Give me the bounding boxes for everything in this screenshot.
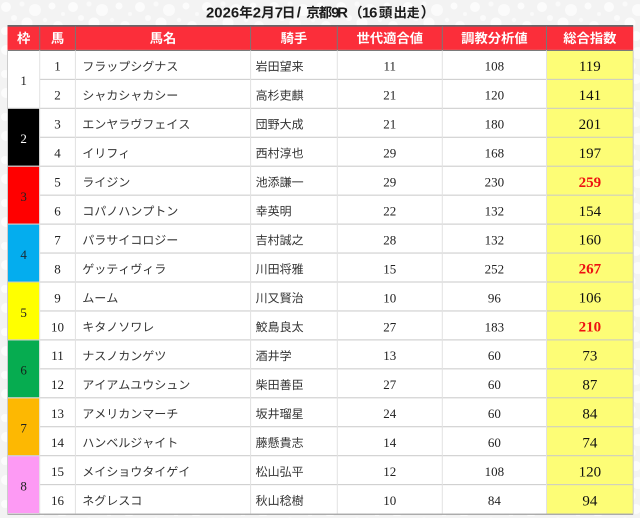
svg-text:6: 6 bbox=[54, 203, 61, 218]
svg-text:6: 6 bbox=[369, 5, 377, 21]
svg-text:14: 14 bbox=[383, 435, 397, 450]
svg-text:0: 0 bbox=[214, 5, 222, 21]
svg-text:180: 180 bbox=[485, 117, 505, 132]
svg-text:201: 201 bbox=[579, 117, 602, 133]
svg-text:60: 60 bbox=[488, 406, 501, 421]
svg-text:120: 120 bbox=[579, 464, 602, 480]
svg-text:6: 6 bbox=[231, 5, 239, 21]
svg-text:/: / bbox=[297, 4, 302, 21]
svg-text:267: 267 bbox=[579, 262, 602, 278]
svg-text:8: 8 bbox=[54, 261, 61, 276]
svg-text:168: 168 bbox=[485, 146, 505, 161]
svg-text:1: 1 bbox=[362, 5, 370, 21]
svg-text:132: 132 bbox=[485, 232, 505, 247]
svg-text:13: 13 bbox=[51, 406, 64, 421]
svg-text:29: 29 bbox=[383, 175, 396, 190]
svg-text:8: 8 bbox=[20, 479, 27, 494]
svg-text:4: 4 bbox=[20, 247, 27, 262]
svg-text:132: 132 bbox=[485, 203, 505, 218]
svg-text:12: 12 bbox=[51, 377, 64, 392]
svg-text:16: 16 bbox=[51, 493, 65, 508]
svg-text:108: 108 bbox=[485, 464, 505, 479]
svg-text:94: 94 bbox=[582, 493, 598, 509]
svg-text:230: 230 bbox=[485, 175, 505, 190]
svg-text:7: 7 bbox=[20, 421, 27, 436]
svg-text:73: 73 bbox=[582, 349, 597, 365]
svg-text:24: 24 bbox=[383, 406, 397, 421]
svg-text:2: 2 bbox=[253, 5, 261, 21]
svg-text:210: 210 bbox=[579, 320, 602, 336]
svg-text:160: 160 bbox=[579, 233, 602, 249]
svg-text:12: 12 bbox=[383, 464, 396, 479]
svg-text:7: 7 bbox=[54, 232, 61, 247]
svg-text:27: 27 bbox=[383, 377, 397, 392]
svg-text:84: 84 bbox=[582, 406, 598, 422]
svg-text:10: 10 bbox=[51, 319, 64, 334]
svg-text:141: 141 bbox=[579, 88, 602, 104]
svg-text:96: 96 bbox=[488, 290, 502, 305]
svg-text:84: 84 bbox=[488, 493, 502, 508]
svg-text:10: 10 bbox=[383, 493, 396, 508]
svg-text:2: 2 bbox=[20, 131, 27, 146]
svg-text:74: 74 bbox=[582, 435, 598, 451]
svg-text:21: 21 bbox=[383, 117, 396, 132]
svg-text:197: 197 bbox=[579, 146, 602, 162]
svg-text:11: 11 bbox=[384, 59, 397, 74]
svg-text:27: 27 bbox=[383, 319, 397, 334]
svg-text:5: 5 bbox=[20, 305, 27, 320]
svg-text:108: 108 bbox=[485, 59, 505, 74]
svg-text:120: 120 bbox=[485, 88, 505, 103]
svg-text:15: 15 bbox=[51, 464, 64, 479]
svg-text:183: 183 bbox=[485, 319, 505, 334]
svg-text:4: 4 bbox=[54, 146, 61, 161]
svg-text:154: 154 bbox=[579, 204, 602, 220]
svg-text:7: 7 bbox=[275, 5, 283, 21]
svg-text:60: 60 bbox=[488, 377, 501, 392]
svg-text:1: 1 bbox=[54, 59, 61, 74]
svg-text:5: 5 bbox=[54, 175, 61, 190]
svg-text:252: 252 bbox=[485, 261, 505, 276]
svg-text:15: 15 bbox=[383, 261, 396, 276]
svg-text:3: 3 bbox=[54, 117, 61, 132]
svg-text:259: 259 bbox=[579, 175, 602, 191]
svg-text:9: 9 bbox=[331, 5, 339, 21]
svg-text:119: 119 bbox=[579, 59, 601, 75]
svg-text:2: 2 bbox=[223, 5, 231, 21]
svg-text:87: 87 bbox=[582, 377, 598, 393]
svg-text:60: 60 bbox=[488, 435, 501, 450]
svg-text:3: 3 bbox=[20, 189, 27, 204]
svg-text:2: 2 bbox=[206, 5, 214, 21]
svg-text:10: 10 bbox=[383, 290, 396, 305]
svg-text:28: 28 bbox=[383, 232, 396, 247]
svg-text:R: R bbox=[337, 5, 348, 21]
svg-text:11: 11 bbox=[51, 348, 64, 363]
svg-text:60: 60 bbox=[488, 348, 501, 363]
svg-text:9: 9 bbox=[54, 290, 61, 305]
svg-text:13: 13 bbox=[383, 348, 396, 363]
svg-text:21: 21 bbox=[383, 88, 396, 103]
svg-text:6: 6 bbox=[20, 363, 27, 378]
svg-text:106: 106 bbox=[579, 291, 602, 307]
svg-text:22: 22 bbox=[383, 203, 396, 218]
svg-text:29: 29 bbox=[383, 146, 396, 161]
svg-text:1: 1 bbox=[20, 73, 27, 88]
svg-text:14: 14 bbox=[51, 435, 65, 450]
svg-text:2: 2 bbox=[54, 88, 61, 103]
